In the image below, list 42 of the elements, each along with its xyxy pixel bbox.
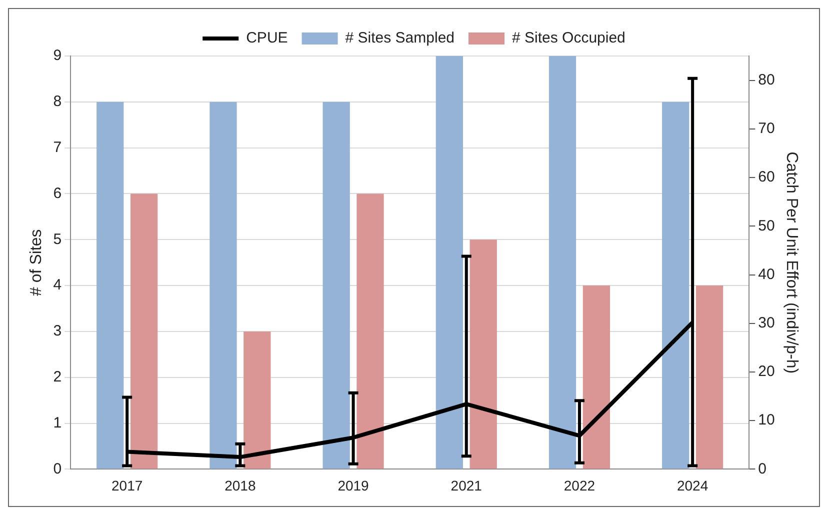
- x-tick-label: 2018: [224, 477, 256, 494]
- bar: [356, 194, 384, 469]
- bar: [322, 102, 350, 469]
- bar: [96, 102, 124, 469]
- bar: [696, 286, 724, 469]
- y-tick-label: 0: [53, 460, 62, 478]
- y2-tick-label: 10: [758, 412, 775, 429]
- x-tick-label: 2019: [338, 477, 370, 494]
- y-axis-title: # of Sites: [28, 229, 46, 296]
- bar: [470, 240, 497, 469]
- bar: [662, 102, 690, 469]
- y-tick-label: 5: [53, 230, 62, 248]
- bar: [130, 194, 158, 469]
- legend-label: CPUE: [246, 30, 288, 47]
- y-tick-label: 3: [53, 322, 62, 340]
- x-tick-label: 2017: [112, 477, 143, 494]
- y-tick-label: 1: [53, 414, 62, 432]
- y-tick-label: 9: [53, 47, 62, 64]
- bar: [582, 286, 610, 469]
- bar: [436, 56, 463, 469]
- y2-tick-label: 20: [758, 363, 775, 380]
- y-tick-label: 4: [53, 276, 62, 294]
- x-tick-label: 2021: [450, 477, 482, 494]
- y2-tick-label: 30: [758, 314, 775, 332]
- y-tick-label: 6: [53, 184, 62, 202]
- y-tick-label: 8: [53, 93, 62, 110]
- x-tick-label: 2024: [676, 477, 708, 494]
- y2-tick-label: 80: [758, 71, 775, 88]
- y2-tick-label: 40: [758, 266, 775, 283]
- bar: [244, 331, 271, 469]
- legend-label: # Sites Sampled: [345, 30, 455, 47]
- y-tick-label: 7: [53, 138, 62, 156]
- y2-tick-label: 60: [758, 168, 775, 186]
- bar: [548, 56, 576, 469]
- y2-tick-label: 0: [758, 460, 766, 478]
- y2-tick-label: 70: [758, 120, 775, 138]
- y2-tick-label: 50: [758, 217, 775, 234]
- legend-label: # Sites Occupied: [512, 30, 626, 47]
- bar: [210, 102, 237, 469]
- x-tick-label: 2022: [564, 477, 596, 494]
- y-tick-label: 2: [53, 368, 62, 386]
- y2-axis-title: Catch Per Unit Effort (indiv/p-h): [782, 152, 800, 374]
